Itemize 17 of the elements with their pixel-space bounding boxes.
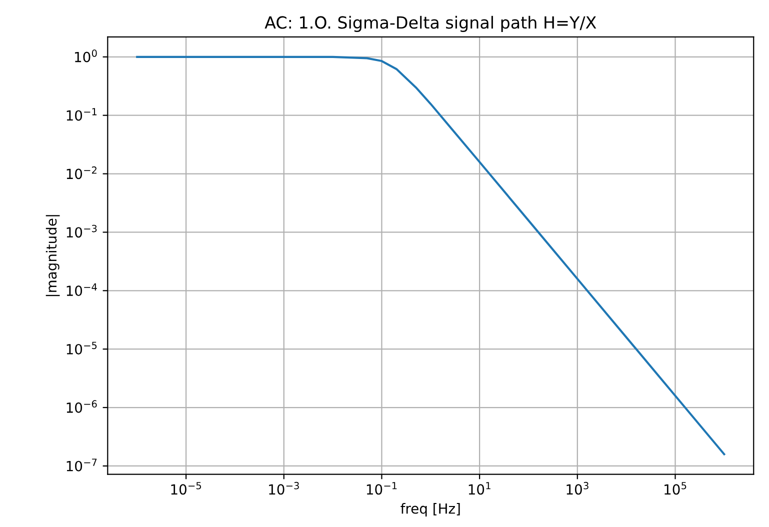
x-tick-label: 10$^{−5}$ (171, 482, 202, 495)
y-tick-label: 10$^{−4}$ (66, 283, 97, 296)
y-tick-label: 10$^{−2}$ (66, 166, 96, 180)
y-tick-label: 10$^{−3}$ (66, 224, 97, 238)
x-tick-label: 10$^{5}$ (664, 482, 686, 495)
y-tick-label: 10$^{−1}$ (66, 108, 97, 121)
x-tick-label: 10$^{−3}$ (269, 482, 299, 495)
y-tick-label: 10$^{−5}$ (66, 342, 97, 354)
x-tick-label: 10$^{1}$ (468, 482, 490, 495)
x-axis-title: freq [Hz] (400, 503, 460, 516)
y-tick-label: 10$^{0}$ (75, 50, 97, 62)
x-tick-label: 10$^{−1}$ (366, 482, 397, 495)
y-tick-label: 10$^{−7}$ (66, 458, 97, 472)
y-tick-label: 10$^{−6}$ (66, 400, 97, 413)
y-axis-title: |magnitude| (46, 215, 60, 296)
chart-title: AC: 1.O. Sigma-Delta signal path H=Y/X (264, 16, 596, 32)
x-tick-label: 10$^{3}$ (566, 482, 588, 495)
